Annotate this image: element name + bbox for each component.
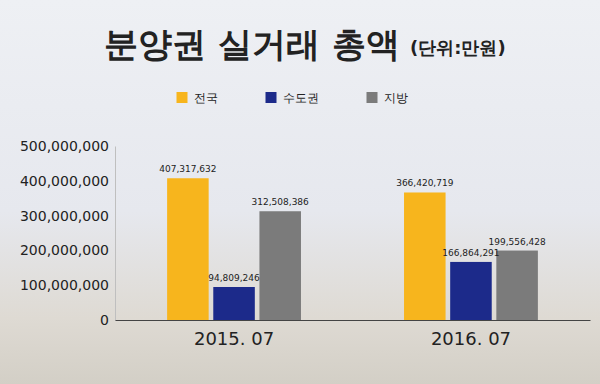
y-tick-label: 300,000,000 [20,208,109,224]
y-tick: 500,000,000 [20,138,115,154]
data-label: 94,809,246 [208,273,260,283]
bar [213,287,255,320]
y-axis-line [115,147,116,321]
y-tick: 300,000,000 [20,208,115,224]
data-label: 407,317,632 [159,164,216,174]
title: 분양권 실거래 총액 [104,24,400,64]
y-tick: 0 [100,312,115,328]
data-label: 312,508,386 [252,197,310,207]
legend-label: 전국 [194,91,218,105]
legend-item: 수도권 [266,91,319,105]
legend-swatch [367,92,378,103]
legend-item: 지방 [367,91,408,105]
data-labels: 407,317,632 366,420,719 94,809,246 166,864,… [159,164,546,283]
x-axis-line [116,320,591,321]
x-axis: 2015. 07 2016. 07 [116,320,591,349]
data-label: 166,864,291 [442,248,499,258]
x-tick: 2015. 07 [194,320,274,349]
chart: 분양권 실거래 총액 (단위:만원) 0 100,000,000 200,000,000… [0,0,600,384]
x-tick: 2016. 07 [431,320,511,349]
y-tick-label: 500,000,000 [20,138,109,154]
background [0,0,600,384]
data-label: 199,556,428 [488,237,546,247]
title-group: 분양권 실거래 총액 (단위:만원) [104,24,505,64]
y-tick: 100,000,000 [20,277,115,293]
subtitle: (단위:만원) [410,37,506,58]
legend-item: 전국 [177,91,218,105]
x-tick-label: 2016. 07 [431,328,511,349]
y-axis: 0 100,000,000 200,000,000 300,000,000 400,00… [20,138,116,328]
legend-swatch [177,92,188,103]
y-tick: 200,000,000 [20,242,115,258]
x-tick-label: 2015. 07 [194,328,274,349]
bar [450,262,492,320]
y-tick-label: 400,000,000 [20,173,109,189]
bar [404,192,446,320]
legend-label: 수도권 [283,91,319,105]
legend-swatch [266,92,277,103]
legend-label: 지방 [384,91,408,105]
data-label: 366,420,719 [396,178,454,188]
legend: 전국 수도권 지방 [177,91,408,105]
y-tick-label: 0 [100,312,109,328]
bar [496,251,538,320]
y-tick-label: 100,000,000 [20,277,109,293]
bar [259,211,301,320]
y-tick: 400,000,000 [20,173,115,189]
bars [167,178,538,320]
y-tick-label: 200,000,000 [20,242,109,258]
bar [167,178,209,320]
